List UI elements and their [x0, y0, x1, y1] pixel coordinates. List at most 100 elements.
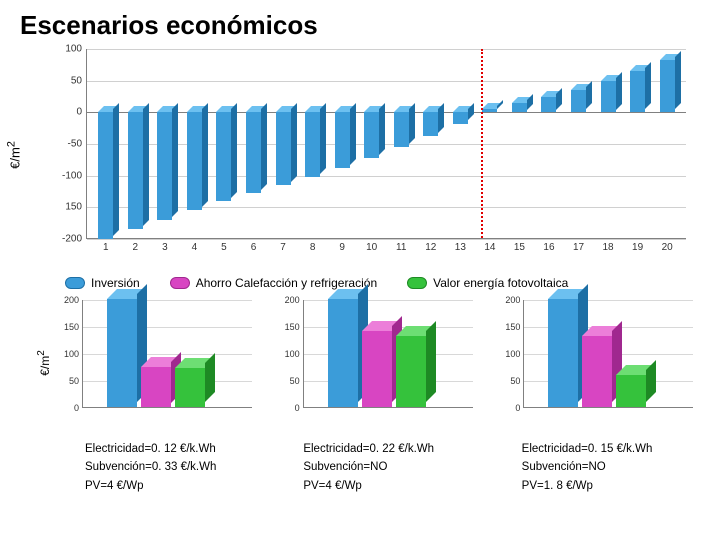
small-chart: €/m2050100150200: [50, 298, 259, 428]
y-tick-label: 150: [285, 322, 300, 332]
bar: [423, 112, 438, 136]
legend-label: Ahorro Calefacción y refrigeración: [196, 276, 377, 290]
caption-line: Electricidad=0. 12 €/k.Wh: [85, 440, 263, 458]
bar: [216, 112, 231, 201]
caption-line: PV=1. 8 €/Wp: [522, 477, 700, 495]
y-tick-label: 100: [65, 44, 82, 55]
x-tick-label: 20: [662, 242, 673, 253]
x-tick-label: 17: [573, 242, 584, 253]
y-tick-label: 200: [64, 295, 79, 305]
caption-row: Electricidad=0. 12 €/k.WhSubvención=0. 3…: [85, 440, 700, 495]
y-tick-label: 50: [290, 376, 300, 386]
bar: [175, 368, 205, 407]
y-tick-label: 150: [64, 322, 79, 332]
bar: [362, 331, 392, 407]
bar: [328, 299, 358, 407]
x-tick-label: 2: [133, 242, 139, 253]
y-tick-label: 0: [515, 403, 520, 413]
small-chart: 0 50 100 150 200: [491, 298, 700, 428]
y-tick-label: 150: [505, 322, 520, 332]
x-tick-label: 3: [162, 242, 168, 253]
x-tick-label: 1: [103, 242, 109, 253]
bar: [571, 90, 586, 112]
plot-area: -200150-100-5005010012345678910111213141…: [86, 49, 686, 239]
caption-line: PV=4 €/Wp: [303, 477, 481, 495]
main-chart: €/m2 -200150-100-50050100123456789101112…: [50, 47, 700, 262]
legend-label: Valor energía fotovoltaica: [433, 276, 568, 290]
legend: Inversión Ahorro Calefacción y refrigerac…: [65, 276, 700, 290]
small-chart-row: €/m2050100150200050100150200050100150200: [50, 298, 700, 428]
y-tick-label: 50: [71, 75, 82, 86]
x-tick-label: 6: [251, 242, 257, 253]
bar: [512, 103, 527, 113]
bar: [305, 112, 320, 177]
legend-chip: [170, 277, 190, 289]
bar: [541, 97, 556, 113]
page-title: Escenarios económicos: [20, 10, 700, 41]
y-tick-label: 100: [505, 349, 520, 359]
caption-line: PV=4 €/Wp: [85, 477, 263, 495]
x-tick-label: 15: [514, 242, 525, 253]
bar: [548, 299, 578, 407]
x-tick-label: 10: [366, 242, 377, 253]
y-axis-label: €/m2: [36, 350, 52, 376]
y-tick-label: 0: [76, 107, 82, 118]
y-axis-label: €/m2: [5, 141, 22, 169]
caption-line: Subvención=0. 33 €/k.Wh: [85, 458, 263, 476]
small-chart: 0 50 100 150 200: [271, 298, 480, 428]
x-tick-label: 16: [543, 242, 554, 253]
y-tick-label: 200: [285, 295, 300, 305]
legend-item: Valor energía fotovoltaica: [407, 276, 568, 290]
bar: [482, 109, 497, 112]
caption-line: Subvención=NO: [303, 458, 481, 476]
bar: [582, 336, 612, 407]
bar: [246, 112, 261, 193]
bar: [660, 60, 675, 112]
x-tick-label: 18: [603, 242, 614, 253]
caption-line: Subvención=NO: [522, 458, 700, 476]
bar: [98, 112, 113, 239]
bar: [396, 336, 426, 407]
legend-item: Inversión: [65, 276, 140, 290]
legend-label: Inversión: [91, 276, 140, 290]
caption-column: Electricidad=0. 12 €/k.WhSubvención=0. 3…: [85, 440, 263, 495]
x-tick-label: 13: [455, 242, 466, 253]
y-tick-label: -100: [62, 170, 82, 181]
bar: [616, 375, 646, 407]
legend-chip: [407, 277, 427, 289]
y-tick-label: 0: [295, 403, 300, 413]
y-tick-label: 150: [65, 202, 82, 213]
x-tick-label: 12: [425, 242, 436, 253]
y-tick-label: 50: [510, 376, 520, 386]
bar: [394, 112, 409, 147]
bar: [276, 112, 291, 185]
bar: [601, 81, 616, 113]
caption-line: Electricidad=0. 22 €/k.Wh: [303, 440, 481, 458]
y-tick-label: 0: [74, 403, 79, 413]
x-tick-label: 5: [221, 242, 227, 253]
legend-item: Ahorro Calefacción y refrigeración: [170, 276, 377, 290]
bar: [335, 112, 350, 168]
x-tick-label: 7: [280, 242, 286, 253]
x-tick-label: 4: [192, 242, 198, 253]
bar: [128, 112, 143, 229]
x-tick-label: 9: [339, 242, 345, 253]
x-tick-label: 11: [396, 242, 406, 253]
bar: [107, 299, 137, 407]
x-tick-label: 14: [484, 242, 495, 253]
bar: [364, 112, 379, 158]
y-tick-label: 100: [64, 349, 79, 359]
bar: [157, 112, 172, 220]
caption-column: Electricidad=0. 22 €/k.WhSubvención=NOPV…: [303, 440, 481, 495]
y-tick-label: 200: [505, 295, 520, 305]
bar: [187, 112, 202, 210]
y-tick-label: 100: [285, 349, 300, 359]
y-tick-label: 50: [69, 376, 79, 386]
bar: [630, 71, 645, 112]
legend-chip: [65, 277, 85, 289]
divider-line: [481, 49, 483, 238]
caption-line: Electricidad=0. 15 €/k.Wh: [522, 440, 700, 458]
x-tick-label: 19: [632, 242, 643, 253]
caption-column: Electricidad=0. 15 €/k.WhSubvención=NOPV…: [522, 440, 700, 495]
bar: [453, 112, 468, 123]
